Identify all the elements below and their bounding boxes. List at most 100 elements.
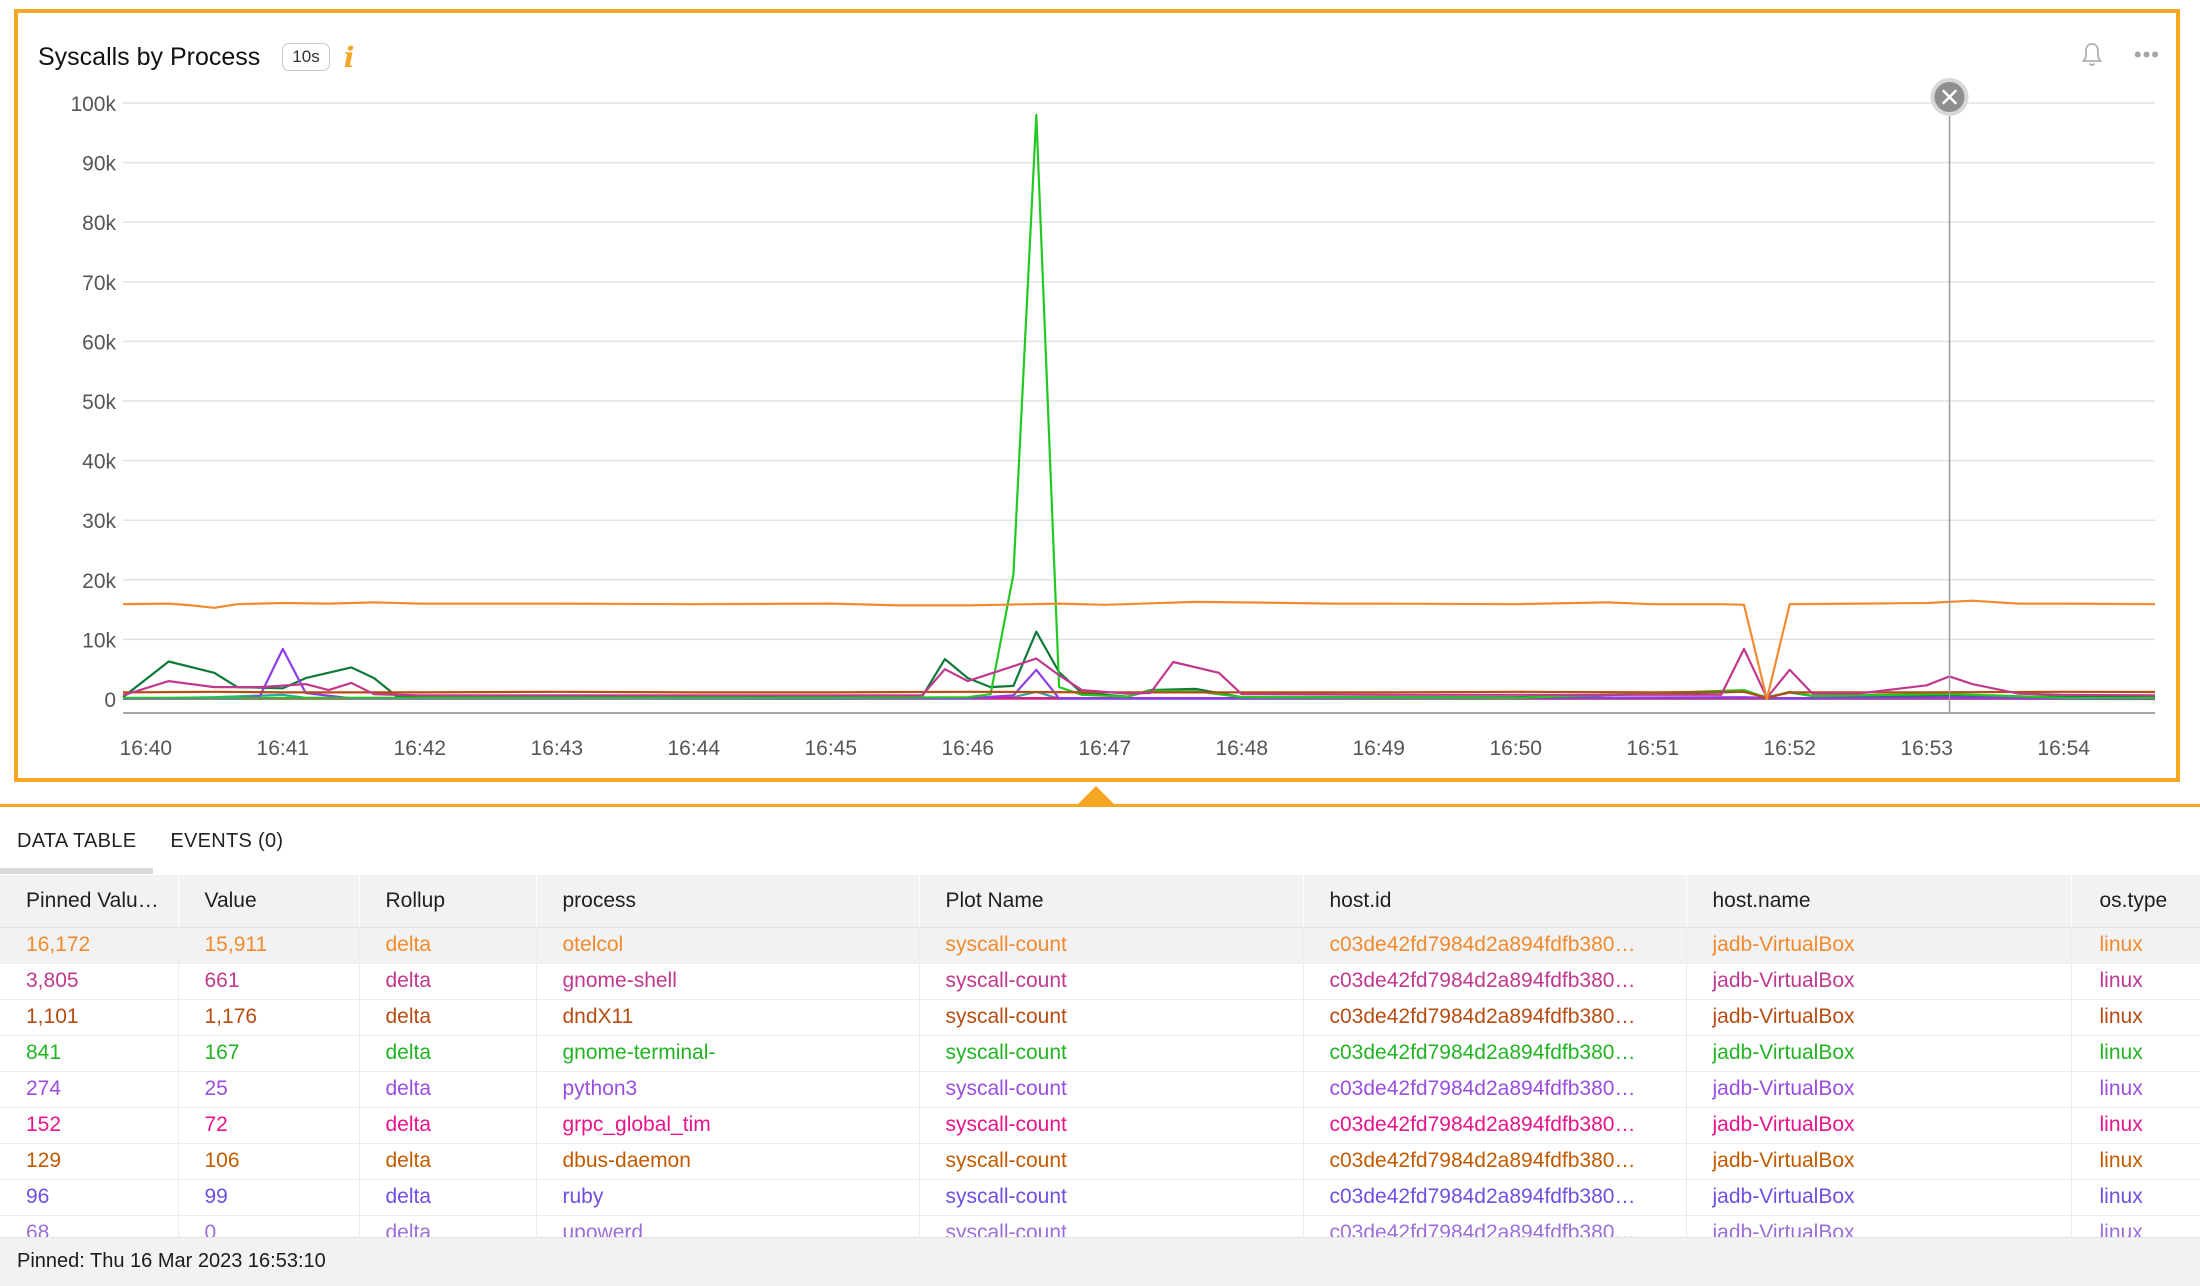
- host-id-cell: c03de42fd7984d2a894fdfb380…: [1303, 1179, 1687, 1216]
- column-header-process[interactable]: process: [536, 875, 920, 928]
- series-line[interactable]: [123, 113, 2156, 700]
- host-id-cell: c03de42fd7984d2a894fdfb380…: [1303, 1215, 1687, 1237]
- value-cell: 661: [178, 963, 360, 1000]
- column-header-rollup[interactable]: Rollup: [359, 875, 537, 928]
- os-type-cell: linux: [2071, 1179, 2200, 1216]
- tab-events[interactable]: EVENTS (0): [170, 830, 284, 852]
- column-header-plot-name[interactable]: Plot Name: [919, 875, 1304, 928]
- os-type-cell: linux: [2071, 999, 2200, 1036]
- x-tick-label: 16:41: [257, 737, 310, 760]
- column-header-host-id[interactable]: host.id: [1303, 875, 1687, 928]
- rollup-cell: delta: [359, 1143, 537, 1180]
- os-type-cell: linux: [2071, 927, 2200, 964]
- process-cell: ruby: [536, 1179, 920, 1216]
- x-tick-label: 16:51: [1626, 737, 1679, 760]
- process-cell: upowerd: [536, 1215, 920, 1237]
- y-tick-label: 50k: [82, 391, 116, 414]
- pinned-status-bar: Pinned: Thu 16 Mar 2023 16:53:10: [0, 1237, 2200, 1286]
- y-tick-label: 20k: [82, 570, 116, 593]
- panel-actions: •••: [2080, 41, 2160, 69]
- host-id-cell: c03de42fd7984d2a894fdfb380…: [1303, 1143, 1687, 1180]
- tab-data-table[interactable]: DATA TABLE: [0, 820, 154, 874]
- x-tick-label: 16:44: [668, 737, 721, 760]
- table-row[interactable]: 3,805 661 delta gnome-shell syscall-count c03…: [0, 963, 2200, 1000]
- table-row[interactable]: 1,101 1,176 delta dndX11 syscall-count c03de4…: [0, 999, 2200, 1036]
- plot-name-cell: syscall-count: [919, 927, 1304, 964]
- process-cell: gnome-shell: [536, 963, 920, 1000]
- rollup-cell: delta: [359, 1035, 537, 1072]
- os-type-cell: linux: [2071, 963, 2200, 1000]
- y-tick-label: 90k: [82, 153, 116, 176]
- x-tick-label: 16:47: [1078, 737, 1131, 760]
- table-row[interactable]: 16,172 15,911 delta otelcol syscall-count c03…: [0, 927, 2200, 964]
- pinned-timestamp: Pinned: Thu 16 Mar 2023 16:53:10: [17, 1250, 326, 1272]
- value-cell: 167: [178, 1035, 360, 1072]
- y-tick-label: 0: [104, 689, 116, 712]
- os-type-cell: linux: [2071, 1215, 2200, 1237]
- process-cell: otelcol: [536, 927, 920, 964]
- column-header-host-name[interactable]: host.name: [1686, 875, 2072, 928]
- series-line[interactable]: [123, 647, 2156, 700]
- y-tick-label: 40k: [82, 451, 116, 474]
- y-tick-label: 100k: [70, 93, 116, 116]
- plot-name-cell: syscall-count: [919, 999, 1304, 1036]
- series-line[interactable]: [122, 599, 2156, 701]
- host-id-cell: c03de42fd7984d2a894fdfb380…: [1303, 1107, 1687, 1144]
- plot-name-cell: syscall-count: [919, 1143, 1304, 1180]
- table-row[interactable]: 274 25 delta python3 syscall-count c03de42fd7…: [0, 1071, 2200, 1108]
- plot-name-cell: syscall-count: [919, 1179, 1304, 1216]
- more-options-icon[interactable]: •••: [2133, 42, 2160, 67]
- x-tick-label: 16:52: [1763, 737, 1816, 760]
- pinned-value-cell: 129: [0, 1143, 179, 1180]
- series-line[interactable]: [122, 630, 2156, 699]
- x-tick-label: 16:46: [941, 737, 994, 760]
- resolution-badge[interactable]: 10s: [282, 43, 330, 71]
- column-header-pinned-value[interactable]: Pinned Valu…: [0, 875, 179, 928]
- bell-icon[interactable]: [2080, 41, 2104, 69]
- table-row[interactable]: 152 72 delta grpc_global_tim syscall-count c0…: [0, 1107, 2200, 1144]
- x-tick-label: 16:54: [2037, 737, 2090, 760]
- chart-panel: Syscalls by Process 10s i ••• 0 10k 20k 30k…: [14, 9, 2180, 782]
- pinned-value-cell: 1,101: [0, 999, 179, 1036]
- table-row[interactable]: 96 99 delta ruby syscall-count c03de42fd7984d…: [0, 1179, 2200, 1216]
- column-header-value[interactable]: Value: [178, 875, 360, 928]
- os-type-cell: linux: [2071, 1071, 2200, 1108]
- table-row[interactable]: 129 106 delta dbus-daemon syscall-count c03de…: [0, 1143, 2200, 1180]
- table-row[interactable]: 841 167 delta gnome-terminal-syscall-count c…: [0, 1035, 2200, 1072]
- panel-title: Syscalls by Process: [38, 42, 261, 71]
- rollup-cell: delta: [359, 927, 537, 964]
- x-tick-label: 16:45: [804, 737, 857, 760]
- column-header-os-type[interactable]: os.type: [2071, 875, 2200, 928]
- line-chart[interactable]: 0 10k 20k 30k 40k 50k 60k 70k 80k 90k 100k 16:40 16:…: [18, 13, 2184, 783]
- host-name-cell: jadb-VirtualBox: [1686, 927, 2072, 964]
- value-cell: 1,176: [178, 999, 360, 1036]
- host-id-cell: c03de42fd7984d2a894fdfb380…: [1303, 1035, 1687, 1072]
- rollup-cell: delta: [359, 1107, 537, 1144]
- panel-divider[interactable]: [0, 804, 2200, 807]
- value-cell: 0: [178, 1215, 360, 1237]
- data-table: Pinned Valu… Value Rollup process Plot N…: [0, 875, 2200, 1237]
- y-tick-label: 30k: [82, 510, 116, 533]
- host-id-cell: c03de42fd7984d2a894fdfb380…: [1303, 963, 1687, 1000]
- os-type-cell: linux: [2071, 1035, 2200, 1072]
- host-id-cell: c03de42fd7984d2a894fdfb380…: [1303, 927, 1687, 964]
- info-icon[interactable]: i: [343, 40, 355, 74]
- y-tick-label: 70k: [82, 272, 116, 295]
- host-name-cell: jadb-VirtualBox: [1686, 1143, 2072, 1180]
- value-cell: 72: [178, 1107, 360, 1144]
- value-cell: 106: [178, 1143, 360, 1180]
- rollup-cell: delta: [359, 1179, 537, 1216]
- x-tick-label: 16:49: [1352, 737, 1405, 760]
- close-glyph-icon[interactable]: [1942, 89, 1957, 105]
- bottom-tabs: DATA TABLE EVENTS (0): [0, 820, 300, 874]
- host-name-cell: jadb-VirtualBox: [1686, 1035, 2072, 1072]
- process-cell: python3: [536, 1071, 920, 1108]
- table-row[interactable]: 68 0 delta upowerd syscall-count c03de42fd798…: [0, 1215, 2200, 1237]
- series-line[interactable]: [122, 647, 2156, 699]
- series-line[interactable]: [122, 690, 2156, 699]
- rollup-cell: delta: [359, 999, 537, 1036]
- y-tick-label: 10k: [82, 629, 116, 652]
- pinned-value-cell: 96: [0, 1179, 179, 1216]
- plot-name-cell: syscall-count: [919, 1107, 1304, 1144]
- process-cell: grpc_global_tim: [536, 1107, 920, 1144]
